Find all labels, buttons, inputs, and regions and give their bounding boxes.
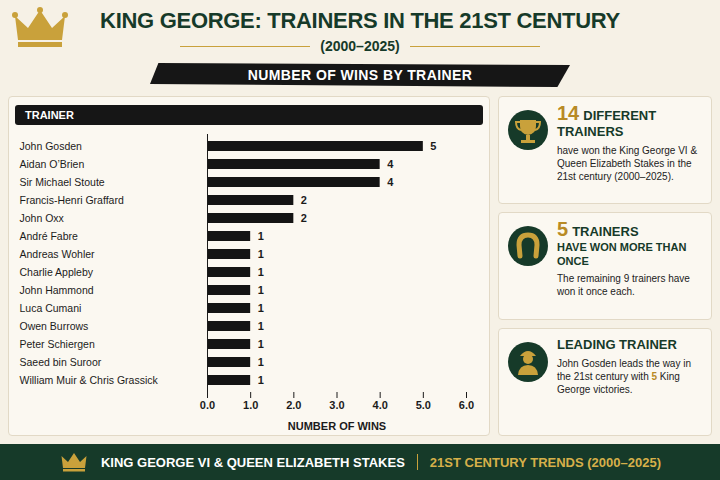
svg-text:Sir Michael Stoute: Sir Michael Stoute bbox=[20, 176, 105, 188]
svg-text:NUMBER OF WINS: NUMBER OF WINS bbox=[288, 420, 386, 432]
html-text:LEADING TRAINER: LEADING TRAINER bbox=[557, 337, 677, 352]
html-text:21ST CENTURY TRENDS (2000–2025: 21ST CENTURY TRENDS (2000–2025) bbox=[429, 454, 661, 470]
svg-text:1.0: 1.0 bbox=[243, 399, 258, 411]
svg-text:0.0: 0.0 bbox=[200, 399, 215, 411]
svg-text:4: 4 bbox=[387, 158, 394, 170]
svg-text:John Hammond: John Hammond bbox=[20, 284, 94, 296]
svg-text:5.0: 5.0 bbox=[416, 399, 431, 411]
svg-text:Andreas Wohler: Andreas Wohler bbox=[20, 248, 96, 260]
svg-text:Charlie Appleby: Charlie Appleby bbox=[20, 266, 94, 278]
svg-text:1: 1 bbox=[258, 338, 264, 350]
svg-text:5: 5 bbox=[430, 140, 436, 152]
svg-text:1: 1 bbox=[258, 248, 264, 260]
svg-text:1: 1 bbox=[258, 230, 264, 242]
html-text:TRAINER: TRAINER bbox=[25, 109, 74, 121]
html-text:(2000–2025): (2000–2025) bbox=[320, 38, 400, 54]
svg-text:1: 1 bbox=[258, 356, 264, 368]
svg-text:Saeed bin Suroor: Saeed bin Suroor bbox=[20, 356, 102, 368]
svg-text:Francis-Henri Graffard: Francis-Henri Graffard bbox=[20, 194, 124, 206]
html-text:The remaining 9 trainers have: The remaining 9 trainers have won it onc… bbox=[557, 273, 690, 297]
svg-text:4.0: 4.0 bbox=[373, 399, 388, 411]
svg-text:William Muir & Chris Grassick: William Muir & Chris Grassick bbox=[20, 374, 159, 386]
svg-text:Luca Cumani: Luca Cumani bbox=[20, 302, 82, 314]
svg-text:4: 4 bbox=[387, 176, 394, 188]
svg-text:John Oxx: John Oxx bbox=[20, 212, 65, 224]
svg-text:1: 1 bbox=[258, 374, 264, 386]
svg-text:Owen Burrows: Owen Burrows bbox=[20, 320, 89, 332]
html-text:HAVE WON MORE THAN ONCE: HAVE WON MORE THAN ONCE bbox=[557, 241, 687, 267]
html-text:John Gosden leads the way in t: John Gosden leads the way in the 21st ce… bbox=[557, 358, 691, 395]
svg-text:6.0: 6.0 bbox=[459, 399, 474, 411]
svg-text:1: 1 bbox=[258, 266, 264, 278]
html-text:5 TRAINERS: 5 TRAINERS bbox=[557, 218, 639, 240]
svg-text:John Gosden: John Gosden bbox=[20, 140, 83, 152]
svg-text:1: 1 bbox=[258, 284, 264, 296]
svg-text:2: 2 bbox=[301, 194, 307, 206]
svg-text:André Fabre: André Fabre bbox=[20, 230, 79, 242]
svg-text:2: 2 bbox=[301, 212, 307, 224]
svg-text:1: 1 bbox=[258, 320, 264, 332]
html-text:KING GEORGE: TRAINERS IN THE 2: KING GEORGE: TRAINERS IN THE 21ST CENTUR… bbox=[100, 8, 620, 33]
svg-text:2.0: 2.0 bbox=[286, 399, 301, 411]
html-text:KING GEORGE VI & QUEEN ELIZABE: KING GEORGE VI & QUEEN ELIZABETH STAKES bbox=[101, 454, 405, 470]
svg-text:Aidan O’Brien: Aidan O’Brien bbox=[20, 158, 85, 170]
svg-text:3.0: 3.0 bbox=[329, 399, 344, 411]
svg-text:Peter Schiergen: Peter Schiergen bbox=[20, 338, 95, 350]
svg-text:1: 1 bbox=[258, 302, 264, 314]
html-text:14 DIFFERENT TRAINERS: 14 DIFFERENT TRAINERS bbox=[557, 102, 657, 139]
html-text:have won the King George VI &: have won the King George VI & Queen Eliz… bbox=[557, 145, 698, 182]
html-text:NUMBER OF WINS BY TRAINER: NUMBER OF WINS BY TRAINER bbox=[247, 67, 473, 83]
